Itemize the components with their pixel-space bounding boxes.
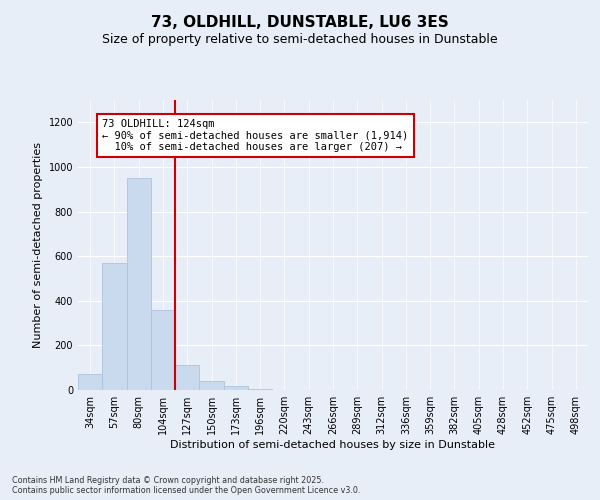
- Bar: [175, 366, 199, 390]
- Bar: [102, 263, 127, 390]
- Bar: [199, 381, 224, 390]
- Bar: [127, 178, 151, 390]
- Text: Size of property relative to semi-detached houses in Dunstable: Size of property relative to semi-detach…: [102, 32, 498, 46]
- Y-axis label: Number of semi-detached properties: Number of semi-detached properties: [33, 142, 43, 348]
- Bar: [224, 386, 248, 390]
- Text: Contains HM Land Registry data © Crown copyright and database right 2025.
Contai: Contains HM Land Registry data © Crown c…: [12, 476, 361, 495]
- Bar: [151, 310, 175, 390]
- Text: 73 OLDHILL: 124sqm
← 90% of semi-detached houses are smaller (1,914)
  10% of se: 73 OLDHILL: 124sqm ← 90% of semi-detache…: [102, 119, 409, 152]
- Bar: [78, 374, 102, 390]
- Text: 73, OLDHILL, DUNSTABLE, LU6 3ES: 73, OLDHILL, DUNSTABLE, LU6 3ES: [151, 15, 449, 30]
- Bar: [248, 389, 272, 390]
- X-axis label: Distribution of semi-detached houses by size in Dunstable: Distribution of semi-detached houses by …: [170, 440, 496, 450]
